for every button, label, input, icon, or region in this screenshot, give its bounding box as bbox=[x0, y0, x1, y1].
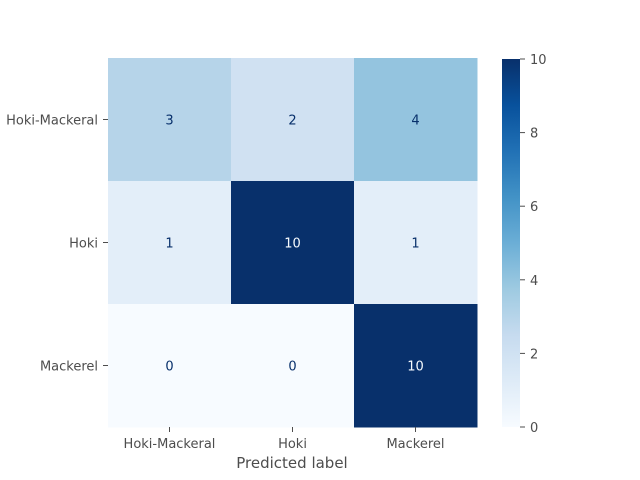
x-tick-label: Hoki-Mackeral bbox=[124, 437, 216, 452]
matrix-cell-r2-c1 bbox=[231, 304, 355, 428]
matrix-cell-label-r0-c2: 4 bbox=[411, 114, 419, 129]
colorbar-tick-label: 2 bbox=[530, 347, 538, 362]
matrix-cell-label-r0-c1: 2 bbox=[288, 114, 296, 129]
matrix-cell-r0-c1 bbox=[231, 58, 355, 182]
colorbar-tick-label: 0 bbox=[530, 421, 538, 436]
y-tick-label: Hoki-Mackeral bbox=[6, 114, 98, 129]
x-axis-label: Predicted label bbox=[236, 454, 347, 472]
colorbar-tick-label: 6 bbox=[530, 200, 538, 215]
x-tick-label: Mackerel bbox=[386, 437, 444, 452]
matrix-cell-r1-c2 bbox=[354, 181, 478, 305]
x-tick-label: Hoki bbox=[278, 437, 307, 452]
matrix-cell-r0-c0 bbox=[108, 58, 232, 182]
matrix-cell-label-r1-c1: 10 bbox=[284, 237, 301, 252]
matrix-cells bbox=[108, 58, 478, 428]
matrix-cell-label-r2-c2: 10 bbox=[407, 360, 424, 375]
matrix-cell-label-r1-c2: 1 bbox=[411, 237, 419, 252]
colorbar-tick-label: 8 bbox=[530, 127, 538, 142]
x-axis-ticks: Hoki-Mackeral Hoki Mackerel bbox=[124, 427, 445, 452]
colorbar bbox=[502, 59, 520, 427]
matrix-cell-r1-c0 bbox=[108, 181, 232, 305]
matrix-cell-label-r2-c0: 0 bbox=[165, 360, 173, 375]
y-tick-label: Hoki bbox=[69, 237, 98, 252]
matrix-cell-label-r2-c1: 0 bbox=[288, 360, 296, 375]
matrix-cell-r0-c2 bbox=[354, 58, 478, 182]
matrix-cell-r1-c1 bbox=[231, 181, 355, 305]
colorbar-ticks: 0 2 4 6 8 10 bbox=[520, 53, 547, 436]
matrix-cell-labels: 3 2 41 10 10 0 10 bbox=[165, 114, 423, 375]
matrix-cell-r2-c0 bbox=[108, 304, 232, 428]
y-tick-label: Mackerel bbox=[40, 360, 98, 375]
colorbar-tick-label: 4 bbox=[530, 274, 538, 289]
matrix-cell-r2-c2 bbox=[354, 304, 478, 428]
matrix-cell-label-r1-c0: 1 bbox=[165, 237, 173, 252]
colorbar-tick-label: 10 bbox=[530, 53, 547, 68]
y-axis-ticks: Hoki-Mackeral Hoki Mackerel bbox=[6, 114, 108, 375]
matrix-cell-label-r0-c0: 3 bbox=[165, 114, 173, 129]
